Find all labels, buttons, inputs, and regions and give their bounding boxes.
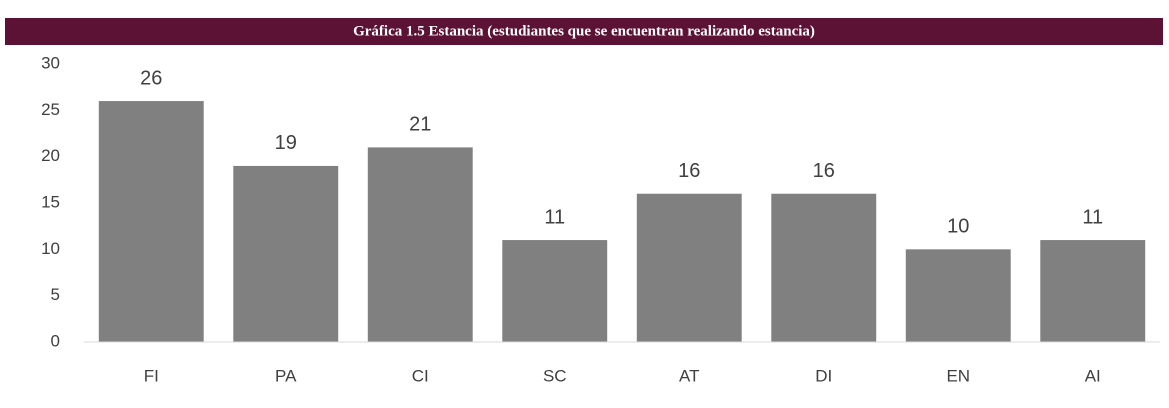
x-tick-label: AI bbox=[1085, 366, 1101, 385]
data-label: 11 bbox=[544, 206, 565, 228]
bar bbox=[905, 249, 1011, 342]
y-tick-label: 15 bbox=[41, 192, 60, 211]
bar bbox=[367, 147, 473, 342]
data-label: 19 bbox=[275, 132, 297, 154]
bar bbox=[98, 101, 204, 342]
y-tick-label: 20 bbox=[41, 146, 60, 165]
x-tick-label: FI bbox=[144, 366, 159, 385]
data-label: 16 bbox=[813, 160, 835, 182]
bar bbox=[233, 165, 339, 342]
y-tick-label: 10 bbox=[41, 239, 60, 258]
y-tick-label: 25 bbox=[41, 100, 60, 119]
data-label: 21 bbox=[409, 114, 431, 136]
data-label: 26 bbox=[140, 67, 162, 89]
data-label: 10 bbox=[947, 216, 969, 238]
data-label: 16 bbox=[678, 160, 700, 182]
bar bbox=[1040, 240, 1146, 342]
title-banner bbox=[5, 18, 1163, 45]
x-tick-label: CI bbox=[412, 366, 429, 385]
x-tick-label: DI bbox=[815, 366, 832, 385]
bar bbox=[771, 193, 877, 342]
x-tick-label: AT bbox=[679, 366, 699, 385]
x-tick-label: SC bbox=[543, 366, 567, 385]
y-tick-label: 30 bbox=[41, 53, 60, 72]
bar bbox=[636, 193, 742, 342]
data-label: 11 bbox=[1082, 206, 1103, 228]
y-tick-label: 5 bbox=[51, 285, 60, 304]
y-tick-label: 0 bbox=[51, 331, 60, 350]
chart-title: Gráfica 1.5 Estancia (estudiantes que se… bbox=[353, 23, 815, 39]
x-tick-label: EN bbox=[946, 366, 970, 385]
x-tick-label: PA bbox=[275, 366, 297, 385]
bar bbox=[502, 240, 608, 342]
